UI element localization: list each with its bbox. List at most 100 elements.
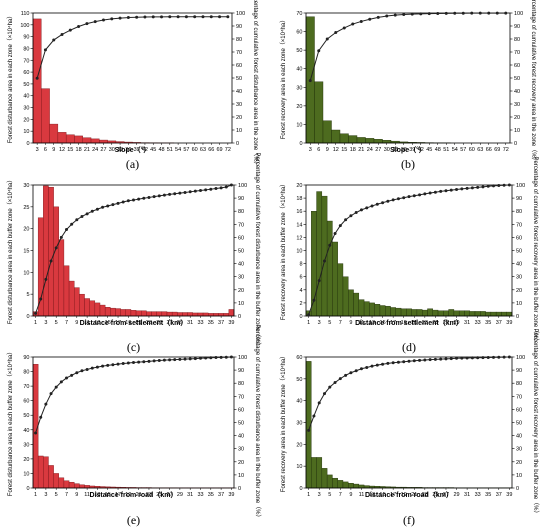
x-tick-label: 1 (34, 320, 37, 326)
bar (74, 135, 83, 144)
y2-tick-label: 80 (238, 381, 244, 387)
bar (480, 311, 486, 317)
x-tick-label: 33 (475, 492, 481, 498)
cumulative-point (106, 204, 110, 208)
bar (326, 474, 333, 489)
cumulative-point (333, 231, 337, 235)
cumulative-point (173, 358, 177, 362)
x-tick-label: 39 (228, 492, 234, 498)
cumulative-point (334, 31, 338, 34)
cumulative-point (307, 428, 311, 432)
cumulative-point (476, 356, 480, 360)
x-tick-label: 39 (506, 320, 512, 326)
cumulative-point (95, 365, 99, 369)
x-tick-label: 21 (136, 492, 142, 498)
x-tick-label: 31 (464, 320, 470, 326)
bar (485, 311, 492, 317)
cumulative-point (188, 190, 192, 194)
bar (339, 133, 349, 144)
y-tick-label: 110 (21, 11, 30, 17)
x-tick-label: 31 (464, 492, 470, 498)
cumulative-point (137, 197, 141, 201)
cumulative-point (427, 12, 431, 16)
y2-tick-label: 0 (238, 314, 241, 320)
y2-tick-label: 80 (238, 209, 244, 215)
x-tick-label: 69 (216, 147, 222, 153)
bar (197, 312, 204, 317)
y2-tick-label: 10 (514, 128, 520, 134)
x-axis-label: Slope（°） (390, 146, 426, 154)
y2-tick-label: 100 (516, 183, 525, 189)
x-tick-label: 9 (75, 320, 78, 326)
cumulative-point (65, 376, 68, 380)
y2-tick-label: 80 (236, 37, 242, 43)
x-tick-label: 9 (52, 147, 55, 153)
cumulative-point (193, 357, 197, 361)
y2-tick-label: 60 (514, 63, 520, 69)
bar (171, 311, 178, 317)
bar (373, 139, 383, 144)
cumulative-point (481, 185, 485, 189)
cumulative-point (453, 11, 457, 15)
y2-tick-label: 10 (516, 473, 522, 479)
bar (135, 310, 142, 317)
cumulative-point (204, 356, 208, 360)
y2-tick-label: 50 (238, 421, 244, 427)
x-tick-label: 37 (218, 492, 224, 498)
cumulative-point (460, 187, 464, 191)
x-tick-label: 13 (94, 492, 100, 498)
x-tick-label: 36 (401, 147, 407, 153)
y2-axis-label: Percentage of cumulative forest disturba… (254, 325, 261, 521)
x-tick-label: 31 (187, 320, 193, 326)
x-tick-label: 5 (328, 320, 331, 326)
cumulative-point (75, 218, 79, 222)
x-tick-label: 35 (485, 320, 491, 326)
x-tick-label: 3 (318, 492, 321, 498)
x-tick-label: 15 (105, 320, 111, 326)
cumulative-point (218, 15, 222, 19)
y-tick-label: 10 (23, 129, 29, 135)
bar (68, 481, 75, 489)
x-tick-label: 13 (369, 492, 375, 498)
cumulative-point (95, 207, 99, 211)
cumulative-point (444, 11, 448, 15)
cumulative-point (354, 211, 358, 215)
bar (348, 483, 354, 489)
y-tick-label: 50 (296, 48, 302, 54)
x-tick-label: 72 (225, 147, 231, 153)
cumulative-point (135, 15, 139, 19)
y2-tick-label: 80 (516, 381, 522, 387)
x-tick-label: 66 (486, 147, 492, 153)
bar (192, 312, 199, 317)
cumulative-point (365, 206, 369, 210)
bar (385, 305, 391, 317)
x-tick-label: 15 (341, 147, 347, 153)
cumulative-point (126, 361, 130, 365)
bar (57, 132, 67, 144)
chart-panel-d: 0 2 4 6 8 10 12 14 16 18 20 0 10 20 30 40 50 60 70 80 90 100 1… (280, 157, 539, 355)
cumulative-point (461, 11, 465, 15)
y-axis-label: Forest recovery area in each buffer zone… (280, 181, 287, 320)
y2-tick-label: 90 (514, 24, 520, 30)
cumulative-point (455, 187, 459, 191)
x-tick-label: 69 (494, 147, 500, 153)
bar (177, 312, 183, 317)
cumulative-point (80, 214, 84, 218)
cumulative-point (214, 356, 218, 360)
x-tick-label: 36 (125, 147, 131, 153)
cumulative-point (152, 359, 156, 363)
cumulative-point (90, 209, 94, 213)
cumulative-point (370, 204, 374, 208)
x-tick-label: 35 (208, 320, 214, 326)
x-tick-label: 33 (475, 320, 481, 326)
cumulative-point (77, 25, 81, 29)
x-tick-label: 54 (452, 147, 458, 153)
cumulative-point (44, 277, 48, 281)
y2-tick-label: 100 (238, 183, 247, 189)
y-tick-label: 0 (299, 486, 302, 492)
cumulative-point (162, 358, 166, 362)
y2-tick-label: 10 (516, 301, 522, 307)
cumulative-point (419, 12, 423, 16)
bar (90, 138, 100, 144)
